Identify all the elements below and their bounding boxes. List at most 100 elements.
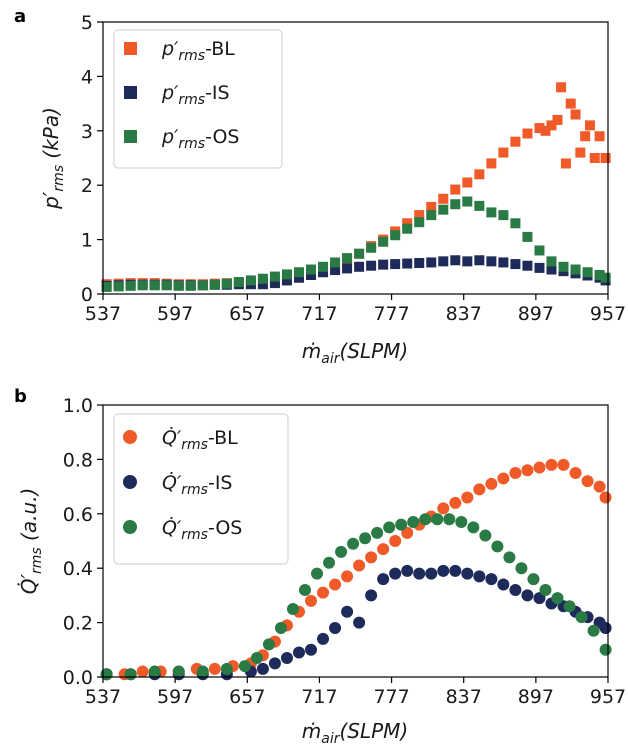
point-a-os-16 xyxy=(293,267,304,278)
xtick-label-a-4: 777 xyxy=(373,303,409,325)
point-a-is-14 xyxy=(269,278,280,289)
panel-a-letter: a xyxy=(14,6,26,27)
point-a-is-34 xyxy=(510,259,521,270)
point-a-os-21 xyxy=(354,248,365,259)
point-a-bl-26 xyxy=(414,210,425,221)
point-a-is-21 xyxy=(354,261,365,272)
point-b-os-27 xyxy=(491,540,504,553)
point-b-os-11 xyxy=(299,583,311,596)
point-b-is-28 xyxy=(509,583,522,596)
point-b-is-17 xyxy=(377,573,390,586)
point-b-bl-26 xyxy=(461,491,474,504)
panel-a-ylabel: p′rms (kPa) xyxy=(39,107,67,210)
xtick-label-a-3: 717 xyxy=(301,303,337,325)
point-b-bl-17 xyxy=(353,559,366,572)
point-b-is-16 xyxy=(365,589,378,602)
point-b-os-9 xyxy=(274,622,287,635)
panel-a: a 0 1 2 3 4 5 537 597 657 717 777 837 897 957 p′rms … xyxy=(14,6,626,367)
panel-b-ylabel: Q̇′rms (a.u.) xyxy=(17,488,45,595)
point-b-os-15 xyxy=(347,537,360,550)
point-b-bl-35 xyxy=(569,467,582,479)
point-b-os-21 xyxy=(419,513,432,526)
point-a-bl-35 xyxy=(522,128,533,139)
point-b-is-29 xyxy=(521,589,534,602)
point-a-os-12 xyxy=(245,275,256,286)
ytick-label-b-5: 1.0 xyxy=(63,395,93,417)
xtick-label-a-1: 597 xyxy=(157,303,193,325)
point-a-bl-38 xyxy=(546,120,557,131)
point-a-bl-33 xyxy=(498,147,509,158)
point-b-is-23 xyxy=(449,564,462,577)
point-b-bl-13 xyxy=(305,594,318,607)
point-a-is-36 xyxy=(534,262,545,273)
xtick-label-b-1: 597 xyxy=(157,686,193,708)
point-b-is-11 xyxy=(305,643,318,656)
ytick-label-b-2: 0.4 xyxy=(63,558,93,580)
ytick-label-b-1: 0.2 xyxy=(63,613,93,635)
point-a-os-10 xyxy=(221,278,232,289)
point-a-os-9 xyxy=(209,279,220,290)
point-b-os-1 xyxy=(124,668,137,681)
point-b-os-20 xyxy=(407,515,420,528)
legend-label-a-bl: p′rms-BL xyxy=(161,38,235,64)
point-b-bl-16 xyxy=(341,570,354,583)
legend-marker-a-bl xyxy=(124,42,137,55)
point-b-os-35 xyxy=(587,624,600,637)
point-a-is-16 xyxy=(293,272,304,283)
legend-label-b-os: Q̇′rms-OS xyxy=(162,517,242,543)
point-a-os-4 xyxy=(149,280,160,291)
point-a-is-19 xyxy=(330,265,341,276)
point-b-os-7 xyxy=(250,651,263,664)
panel-a-frame xyxy=(102,21,609,295)
panel-a-legend: p′rms-BL p′rms-IS p′rms-OS xyxy=(113,29,283,169)
point-b-bl-20 xyxy=(389,535,402,547)
point-b-bl-34 xyxy=(557,458,570,471)
point-a-os-26 xyxy=(414,217,425,228)
point-b-bl-37 xyxy=(593,480,606,493)
xtick-label-b-0: 537 xyxy=(85,686,121,708)
panel-a-xticks: 537 597 657 717 777 837 897 957 xyxy=(85,294,626,325)
xtick-label-a-0: 537 xyxy=(85,303,121,325)
ytick-label-b-0: 0.0 xyxy=(63,667,93,689)
panel-b-yticks: 0.0 0.2 0.4 0.6 0.8 1.0 xyxy=(63,395,103,689)
panel-a-legend-box xyxy=(113,29,283,169)
panel-b-xlabel: ṁair(SLPM) xyxy=(302,719,408,745)
point-b-is-9 xyxy=(280,651,293,664)
point-b-bl-14 xyxy=(317,586,330,599)
point-b-os-16 xyxy=(359,532,372,545)
point-b-is-12 xyxy=(317,632,330,645)
panel-b-frame xyxy=(102,404,609,678)
point-b-is-19 xyxy=(401,564,414,577)
point-a-bl-39 xyxy=(552,114,563,125)
legend-marker-b-bl xyxy=(123,430,137,444)
point-a-os-31 xyxy=(474,200,485,211)
point-a-bl-25 xyxy=(402,218,413,229)
point-a-bl-28 xyxy=(438,193,449,204)
xtick-label-a-5: 837 xyxy=(446,303,482,325)
point-a-is-27 xyxy=(426,257,437,268)
point-a-os-39 xyxy=(570,264,581,275)
ytick-label-a-3: 3 xyxy=(81,121,93,143)
point-b-os-32 xyxy=(551,592,564,605)
point-a-os-19 xyxy=(330,257,341,268)
point-b-os-23 xyxy=(443,513,456,526)
point-b-bl-29 xyxy=(497,472,510,485)
xtick-label-b-5: 837 xyxy=(446,686,482,708)
point-a-os-36 xyxy=(534,245,545,256)
point-a-os-29 xyxy=(450,199,461,210)
point-a-os-20 xyxy=(342,253,353,264)
point-a-is-20 xyxy=(342,263,353,274)
xtick-label-b-3: 717 xyxy=(301,686,337,708)
point-b-os-10 xyxy=(286,603,299,615)
point-a-os-1 xyxy=(113,281,124,292)
point-a-is-23 xyxy=(378,259,389,270)
point-b-bl-32 xyxy=(533,461,546,474)
point-b-is-25 xyxy=(473,570,486,583)
point-b-bl-31 xyxy=(521,464,534,477)
point-a-os-15 xyxy=(281,269,292,280)
point-b-bl-30 xyxy=(509,467,522,479)
point-a-is-22 xyxy=(366,260,377,271)
legend-label-b-is: Q̇′rms-IS xyxy=(162,472,233,498)
point-b-is-21 xyxy=(425,567,438,580)
